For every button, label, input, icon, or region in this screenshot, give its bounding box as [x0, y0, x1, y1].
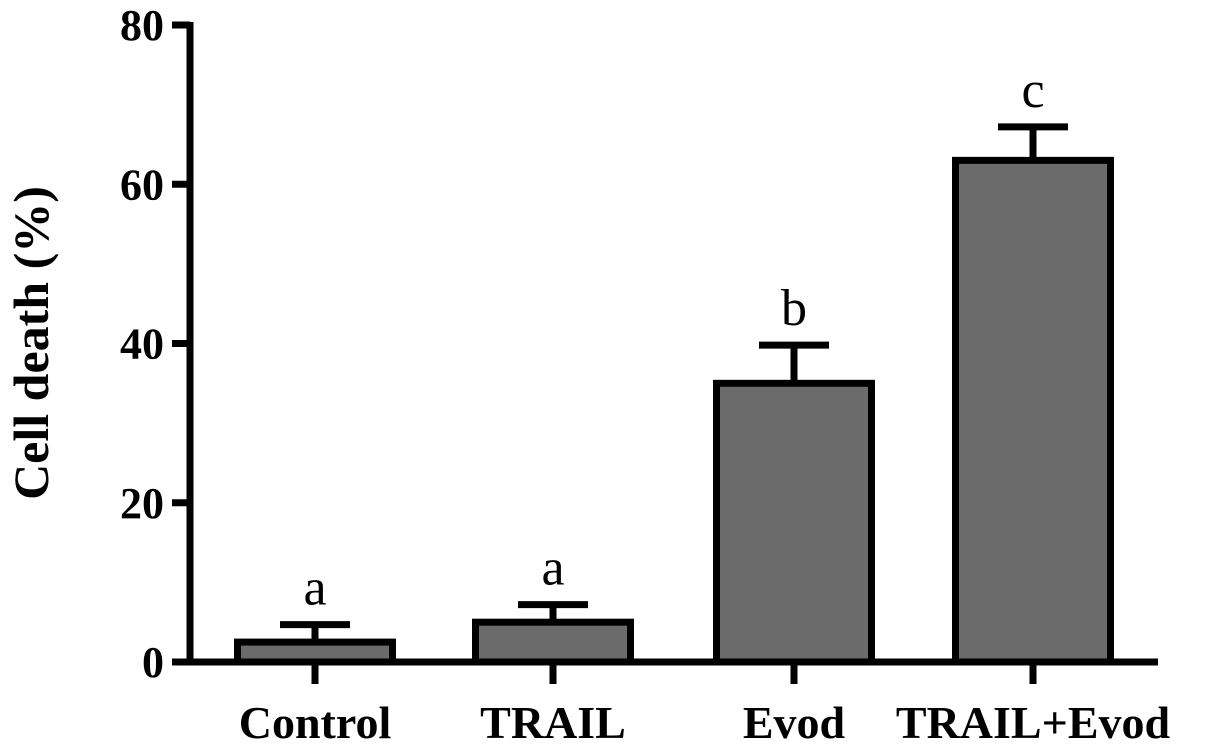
y-tick-label: 20 [120, 479, 164, 528]
bars [234, 156, 1114, 666]
significance-labels: a a b c [303, 62, 1044, 617]
x-category-label: Evod [743, 697, 846, 748]
significance-label: a [541, 540, 564, 597]
y-tick-label: 60 [120, 160, 164, 209]
x-category-label: Control [239, 697, 392, 748]
bar [952, 156, 1114, 666]
significance-label: b [781, 280, 807, 337]
bar [713, 379, 875, 666]
significance-label: c [1021, 62, 1044, 119]
x-category-label: TRAIL+Evod [896, 697, 1171, 748]
bar [234, 638, 396, 666]
significance-label: a [303, 560, 326, 617]
y-tick-label: 80 [120, 1, 164, 50]
x-axis-labels: Control TRAIL Evod TRAIL+Evod [239, 697, 1171, 748]
y-axis-ticks: 0 20 40 60 80 [120, 1, 1037, 687]
bar [472, 618, 634, 666]
y-tick-label: 0 [142, 638, 164, 687]
y-axis-title: Cell death (%) [3, 186, 59, 500]
y-tick-label: 40 [120, 320, 164, 369]
error-bars [280, 123, 1068, 643]
x-category-label: TRAIL [480, 697, 626, 748]
